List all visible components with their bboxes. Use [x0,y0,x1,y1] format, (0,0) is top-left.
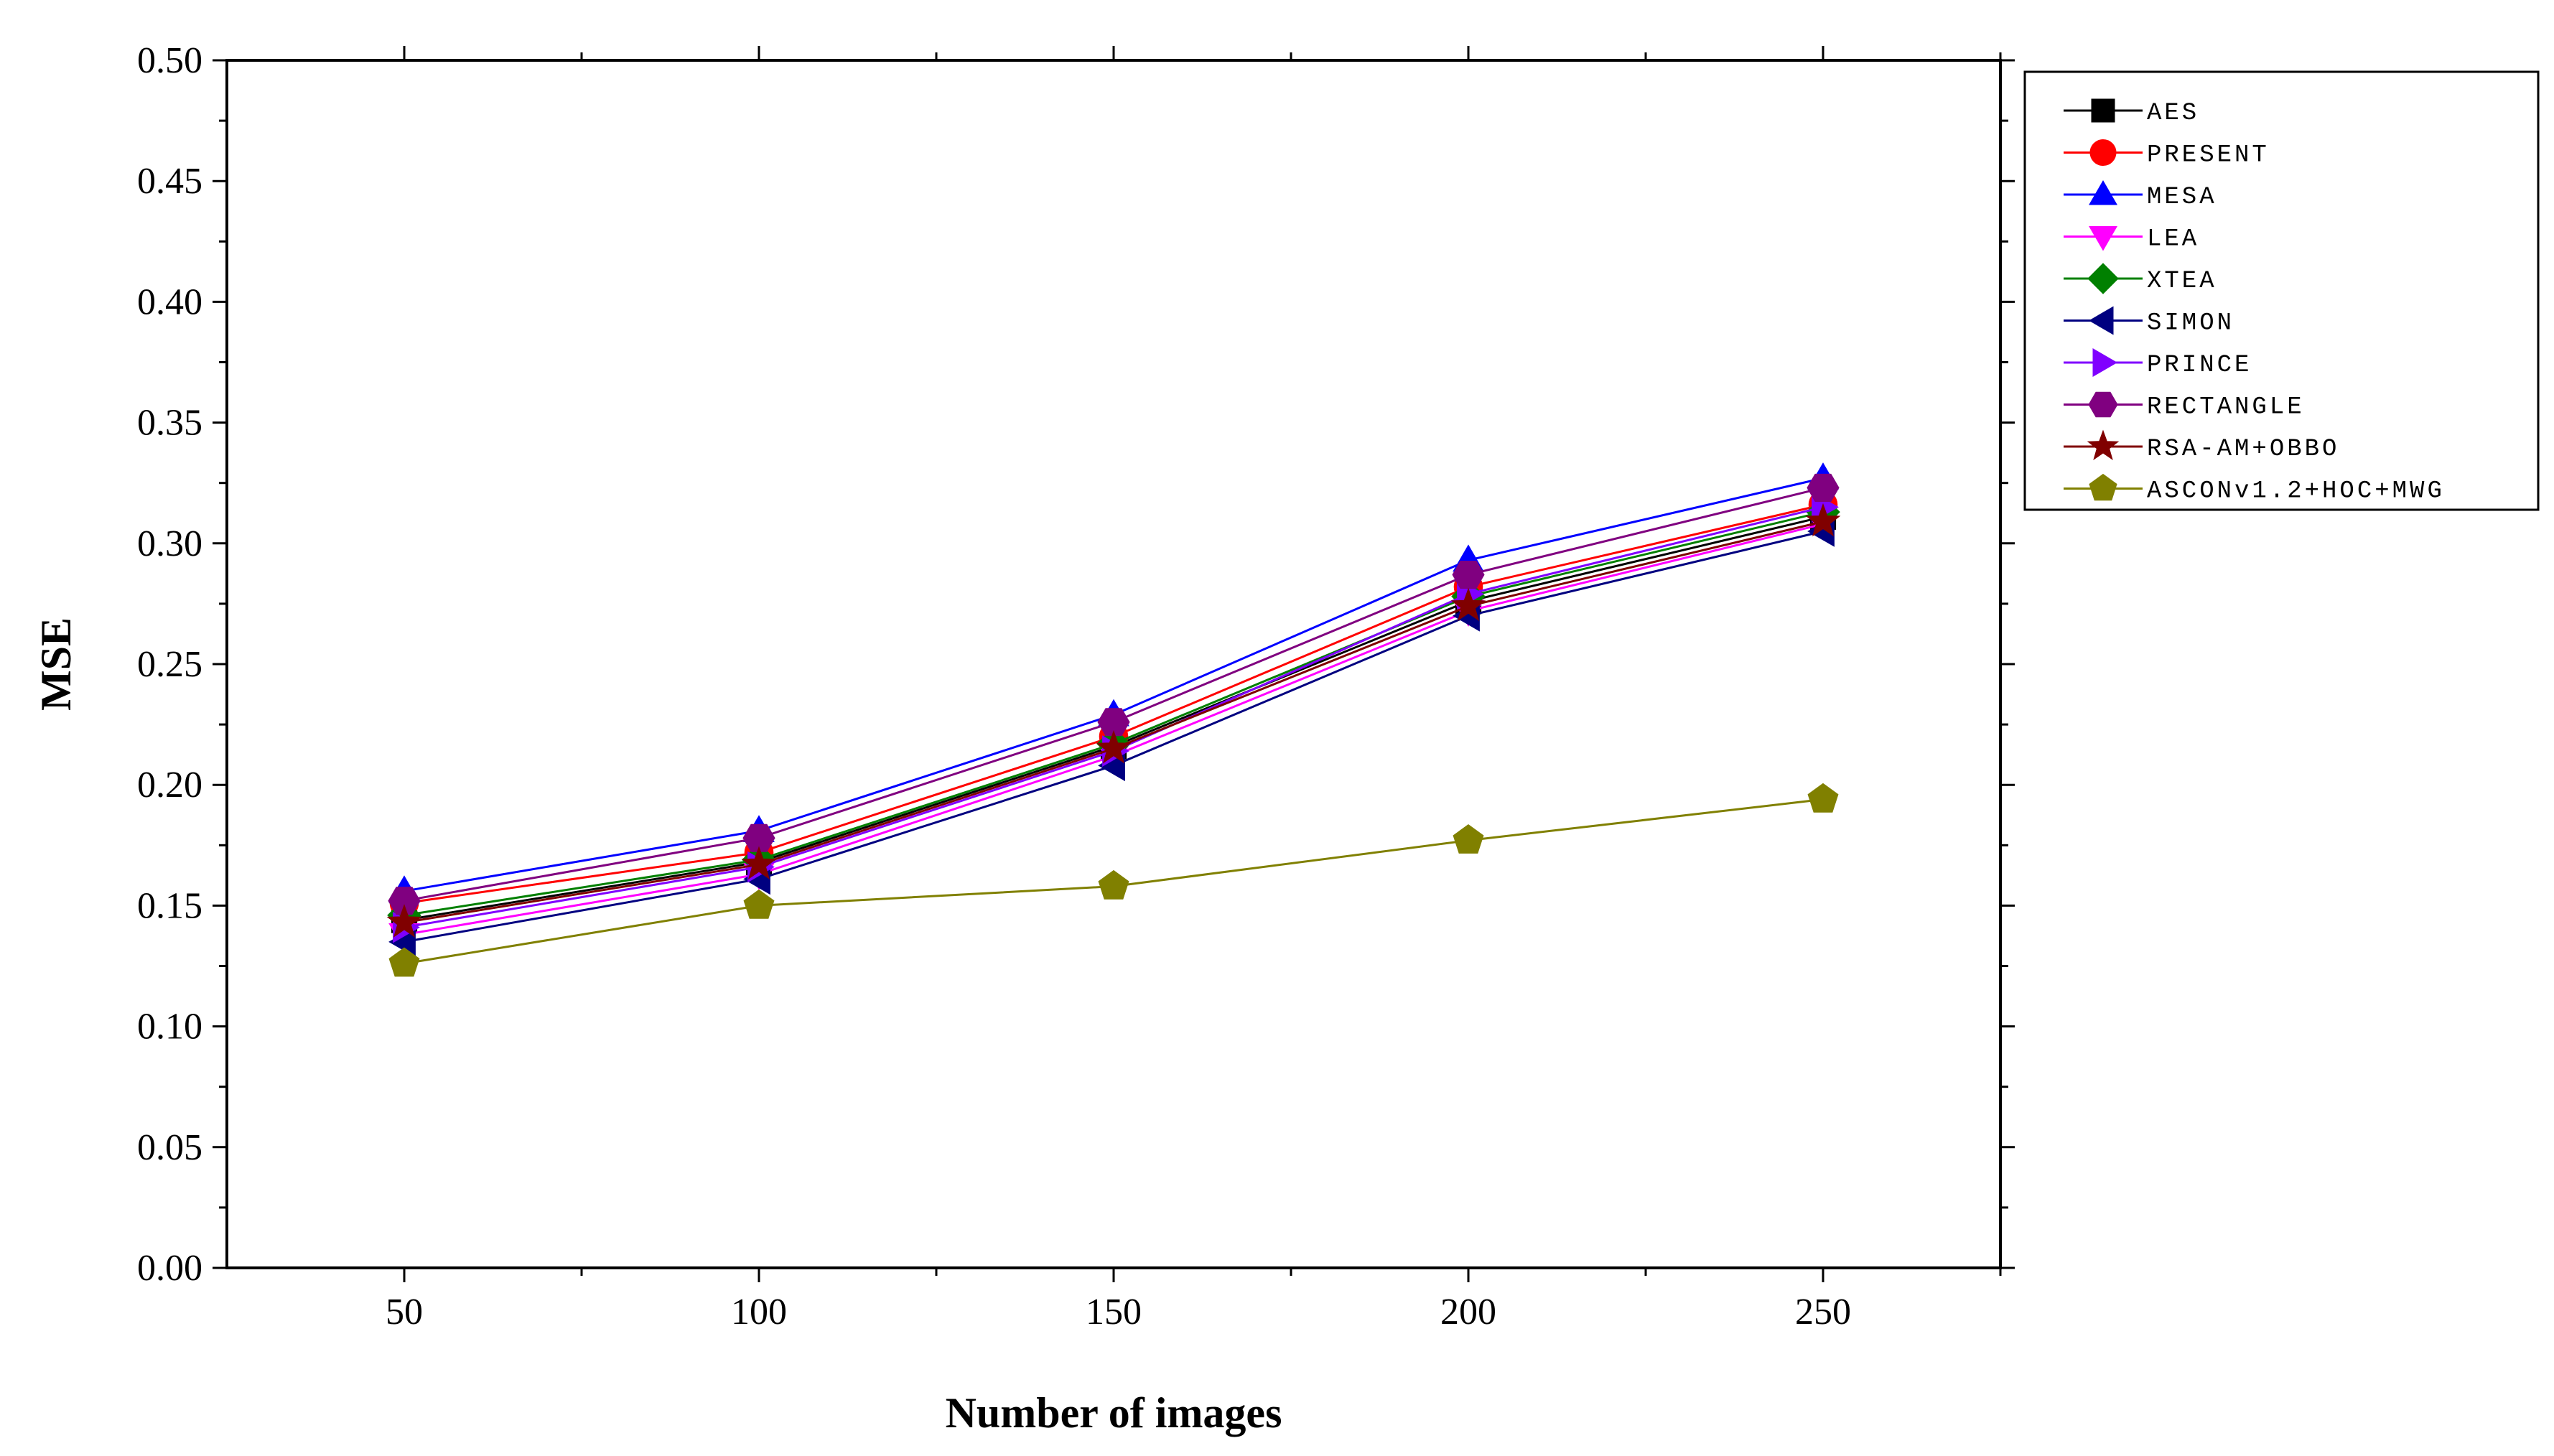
legend-item-mesa: MESA [2064,180,2217,211]
legend-item-rectangle: RECTANGLE [2064,391,2305,421]
data-point-rectangle [388,887,421,915]
legend-marker [2089,473,2117,501]
data-point-rsa-am-obbo [1450,587,1486,621]
y-axis-ticks: 0.00 0.05 0.10 0.15 0.20 0.25 0.30 0.35 0.40 0.45… [137,40,2015,1289]
data-point-asconv1-2-hoc-mwg [388,947,420,977]
series-rsa-am-obbo [386,503,1841,938]
x-tick-label: 150 [1086,1292,1142,1333]
legend-item-xtea: XTEA [2064,263,2217,295]
legend-marker [2089,180,2117,205]
x-tick-label: 250 [1795,1292,1851,1333]
legend-label: AES [2147,100,2199,127]
legend-item-prince: PRINCE [2064,348,2252,379]
legend: AES PRESENT MESA LEA XTEA SIMON PRINCE RECTANGL… [2023,70,2540,511]
legend-item-simon: SIMON [2064,306,2234,337]
data-point-rectangle [742,823,775,852]
legend-marker [2092,348,2117,377]
data-point-rsa-am-obbo [386,904,422,938]
legend-label: MESA [2147,184,2217,211]
y-tick-label: 0.50 [137,40,202,81]
legend-item-asconv1-2-hoc-mwg: ASCONv1.2+HOC+MWG [2064,473,2445,505]
legend-label: XTEA [2147,268,2217,295]
legend-marker [2089,306,2114,335]
series-mesa [388,462,1839,903]
data-point-asconv1-2-hoc-mwg [1098,869,1129,900]
y-tick-label: 0.10 [137,1007,202,1047]
legend-label: RECTANGLE [2147,394,2305,421]
data-point-asconv1-2-hoc-mwg [743,889,775,919]
y-tick-label: 0.40 [137,281,202,322]
legend-marker [2089,139,2117,166]
legend-item-present: PRESENT [2064,139,2270,169]
legend-marker [2087,429,2120,460]
y-tick-label: 0.45 [137,161,202,202]
legend-label: RSA-AM+OBBO [2147,436,2339,463]
data-point-rsa-am-obbo [1096,730,1132,764]
y-tick-label: 0.35 [137,403,202,444]
legend-item-rsa-am-obbo: RSA-AM+OBBO [2064,429,2339,463]
legend-marker [2088,391,2118,418]
series-line-rectangle [404,486,1824,902]
series-layer [386,462,1841,977]
y-tick-label: 0.15 [137,885,202,926]
data-point-asconv1-2-hoc-mwg [1807,783,1839,813]
data-point-rectangle [1807,473,1840,502]
legend-label: SIMON [2147,310,2234,337]
y-tick-label: 0.00 [137,1248,202,1289]
legend-label: PRINCE [2147,352,2252,379]
y-tick-label: 0.20 [137,765,202,806]
series-asconv1-2-hoc-mwg [388,783,1839,977]
legend-item-aes: AES [2064,98,2199,127]
plot-frame [225,59,2002,1269]
legend-label: PRESENT [2147,142,2270,169]
data-point-rsa-am-obbo [741,846,777,879]
legend-marker [2091,98,2115,123]
data-point-asconv1-2-hoc-mwg [1453,823,1484,854]
legend-marker [2089,226,2117,251]
x-tick-label: 100 [731,1292,787,1333]
x-tick-label: 200 [1440,1292,1496,1333]
y-tick-label: 0.30 [137,523,202,564]
y-tick-label: 0.25 [137,644,202,685]
y-axis-title: MSE [32,617,80,711]
x-tick-label: 50 [386,1292,423,1333]
series-rectangle [388,473,1840,915]
legend-label: LEA [2147,226,2199,253]
x-axis-ticks: 50 100 150 200 250 [386,46,2002,1333]
x-axis-title: Number of images [946,1389,1282,1437]
legend-label: ASCONv1.2+HOC+MWG [2147,478,2445,505]
y-tick-label: 0.05 [137,1127,202,1168]
legend-item-lea: LEA [2064,226,2199,253]
legend-marker [2087,263,2119,294]
data-point-rsa-am-obbo [1805,503,1841,537]
data-point-rectangle [1097,708,1130,737]
data-point-rectangle [1452,561,1485,589]
